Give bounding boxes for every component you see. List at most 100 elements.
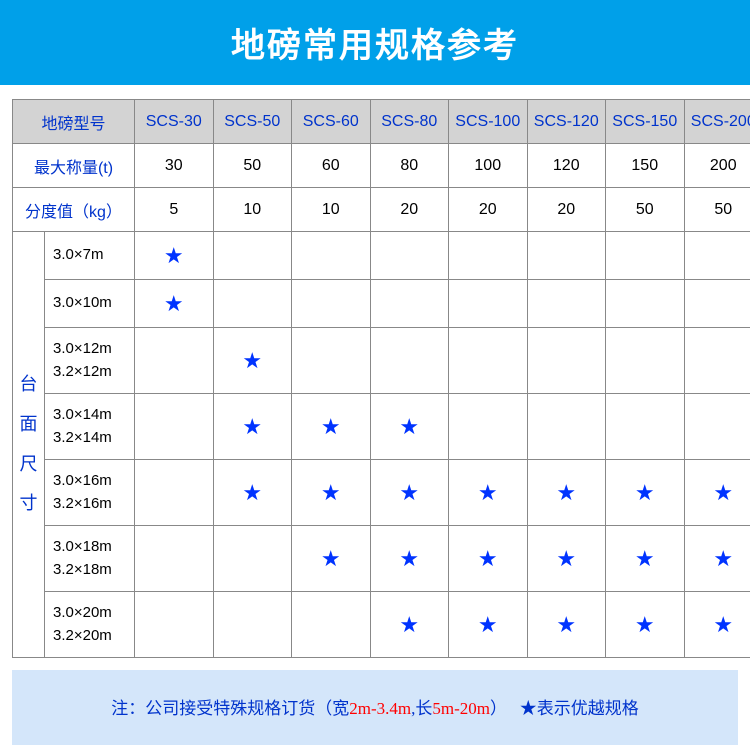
size-cell [135, 526, 214, 592]
size-row: 3.0×12m3.2×12m ★ [13, 328, 750, 394]
size-row: 3.0×20m3.2×20m★★★★★ [13, 592, 750, 658]
size-row: 3.0×10m★ [13, 280, 750, 328]
size-cell: ★ [684, 526, 750, 592]
max-weight-2: 60 [292, 144, 371, 188]
division-0: 5 [135, 188, 214, 232]
model-col-6: SCS-150 [606, 100, 685, 144]
size-cell: ★ [527, 460, 606, 526]
size-cell [449, 232, 528, 280]
size-cell [527, 394, 606, 460]
size-cell [606, 394, 685, 460]
row-division: 分度值（kg） 5 10 10 20 20 20 50 50 [13, 188, 750, 232]
page-title: 地磅常用规格参考 [0, 0, 750, 85]
size-label: 3.0×20m3.2×20m [45, 592, 135, 658]
note-star-meaning: ★表示优越规格 [520, 699, 639, 718]
size-cell: ★ [213, 328, 292, 394]
note-length-range: 5m-20m [432, 699, 490, 718]
division-2: 10 [292, 188, 371, 232]
size-cell: ★ [606, 460, 685, 526]
size-cell: ★ [449, 460, 528, 526]
size-cell [449, 328, 528, 394]
size-row: 3.0×16m3.2×16m ★ ★ ★ ★ ★ ★ ★ [13, 460, 750, 526]
size-cell: ★ [213, 460, 292, 526]
size-label: 3.0×18m3.2×18m [45, 526, 135, 592]
size-cell [527, 328, 606, 394]
star-icon: ★ [242, 414, 262, 439]
max-weight-1: 50 [213, 144, 292, 188]
size-cell: ★ [292, 394, 371, 460]
star-icon: ★ [713, 480, 733, 505]
star-icon: ★ [164, 243, 184, 268]
size-cell [606, 280, 685, 328]
star-icon: ★ [242, 348, 262, 373]
size-row: 3.0×18m3.2×18m ★ ★ ★ ★ ★ ★ [13, 526, 750, 592]
max-weight-3: 80 [370, 144, 449, 188]
size-cell [213, 592, 292, 658]
size-cell: ★ [606, 592, 685, 658]
division-label: 分度值（kg） [13, 188, 135, 232]
max-weight-label: 最大称量(t) [13, 144, 135, 188]
note-suffix: ） [490, 699, 507, 718]
size-cell: ★ [135, 232, 214, 280]
size-cell [606, 232, 685, 280]
size-cell [370, 280, 449, 328]
star-icon: ★ [399, 480, 419, 505]
model-label-header: 地磅型号 [13, 100, 135, 144]
model-col-4: SCS-100 [449, 100, 528, 144]
size-cell: ★ [135, 280, 214, 328]
size-cell: ★ [684, 460, 750, 526]
size-cell: ★ [606, 526, 685, 592]
star-icon: ★ [399, 546, 419, 571]
size-label: 3.0×7m [45, 232, 135, 280]
size-label: 3.0×16m3.2×16m [45, 460, 135, 526]
size-cell: ★ [449, 526, 528, 592]
size-cell: ★ [684, 592, 750, 658]
size-cell [292, 328, 371, 394]
size-cell [135, 592, 214, 658]
size-cell [292, 280, 371, 328]
header-row-models: 地磅型号 SCS-30 SCS-50 SCS-60 SCS-80 SCS-100… [13, 100, 750, 144]
size-cell [449, 280, 528, 328]
size-cell [370, 232, 449, 280]
size-cell: ★ [370, 592, 449, 658]
model-col-5: SCS-120 [527, 100, 606, 144]
model-col-0: SCS-30 [135, 100, 214, 144]
size-cell [684, 232, 750, 280]
size-cell [606, 328, 685, 394]
max-weight-6: 150 [606, 144, 685, 188]
spec-table: 地磅型号 SCS-30 SCS-50 SCS-60 SCS-80 SCS-100… [12, 99, 750, 658]
size-cell: ★ [213, 394, 292, 460]
star-icon: ★ [556, 546, 576, 571]
model-col-3: SCS-80 [370, 100, 449, 144]
size-cell [527, 232, 606, 280]
size-cell [370, 328, 449, 394]
size-cell [135, 328, 214, 394]
star-icon: ★ [321, 480, 341, 505]
size-cell [213, 232, 292, 280]
max-weight-7: 200 [684, 144, 750, 188]
size-cell [292, 592, 371, 658]
size-label: 3.0×14m3.2×14m [45, 394, 135, 460]
note-mid: ,长 [411, 699, 432, 718]
star-icon: ★ [399, 414, 419, 439]
size-cell: ★ [449, 592, 528, 658]
star-icon: ★ [556, 612, 576, 637]
size-cell: ★ [370, 526, 449, 592]
star-icon: ★ [713, 546, 733, 571]
division-3: 20 [370, 188, 449, 232]
star-icon: ★ [635, 480, 655, 505]
note-width-range: 2m-3.4m [349, 699, 411, 718]
division-6: 50 [606, 188, 685, 232]
size-cell: ★ [370, 394, 449, 460]
size-label: 3.0×12m3.2×12m [45, 328, 135, 394]
size-cell [527, 280, 606, 328]
size-cell [292, 232, 371, 280]
star-icon: ★ [478, 480, 498, 505]
star-icon: ★ [321, 546, 341, 571]
star-icon: ★ [242, 480, 262, 505]
division-1: 10 [213, 188, 292, 232]
max-weight-4: 100 [449, 144, 528, 188]
size-cell: ★ [370, 460, 449, 526]
model-col-2: SCS-60 [292, 100, 371, 144]
footer-note: 注：公司接受特殊规格订货（宽2m-3.4m,长5m-20m） ★表示优越规格 [12, 670, 738, 745]
